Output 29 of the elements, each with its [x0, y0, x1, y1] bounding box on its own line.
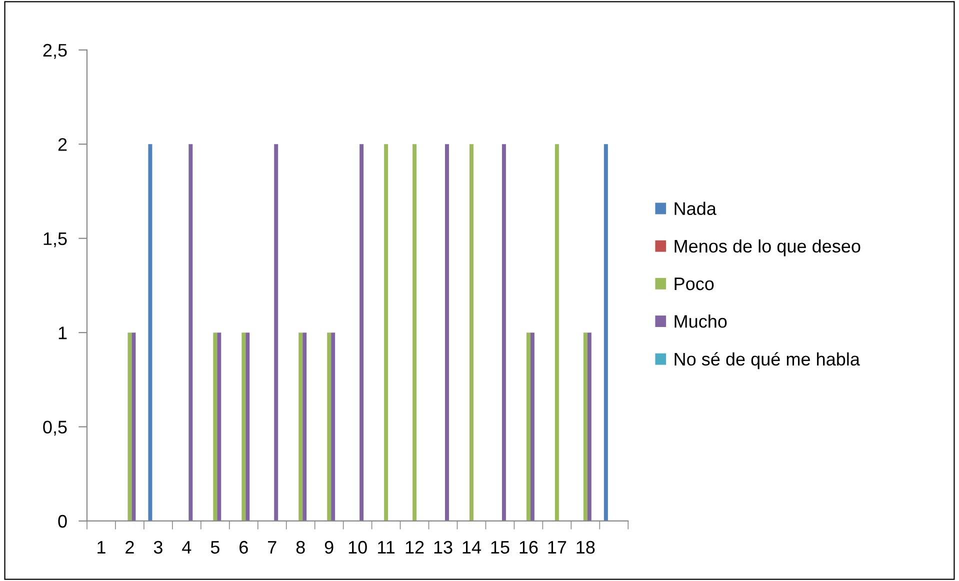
- legend-label: No sé de qué me habla: [674, 352, 860, 370]
- x-tick-label: 18: [576, 540, 595, 554]
- x-tick-label: 5: [210, 541, 220, 554]
- x-tick-label: 17: [548, 541, 566, 554]
- x-tick-label: 16: [520, 540, 538, 554]
- x-tick-label: 14: [462, 541, 482, 554]
- x-tick-label: 13: [434, 540, 452, 554]
- y-tick-label: 1,5: [44, 232, 67, 248]
- x-tick-label: 2: [126, 540, 134, 554]
- legend-label: Mucho: [674, 314, 727, 328]
- x-tick-label: 6: [240, 540, 248, 554]
- legend-label: Menos de lo que deseo: [674, 239, 860, 256]
- x-tick-label: 10: [348, 540, 367, 554]
- y-tick-label: 0: [58, 514, 67, 528]
- y-tick-label: 1: [58, 326, 67, 340]
- x-tick-label: 1: [98, 541, 106, 554]
- x-tick-label: 15: [491, 541, 510, 554]
- x-tick-label: 12: [406, 540, 424, 554]
- y-tick-label: 0,5: [43, 420, 67, 436]
- legend-label: Nada: [674, 202, 716, 216]
- x-tick-label: 4: [182, 541, 192, 554]
- x-tick-label: 7: [268, 541, 276, 554]
- x-tick-label: 3: [154, 540, 162, 554]
- x-tick-label: 8: [296, 540, 305, 554]
- y-tick-label: 2,5: [43, 44, 67, 59]
- y-tick-label: 2: [58, 138, 67, 151]
- x-tick-label: 9: [324, 540, 334, 554]
- x-tick-label: 11: [378, 541, 395, 554]
- legend-label: Poco: [674, 278, 714, 290]
